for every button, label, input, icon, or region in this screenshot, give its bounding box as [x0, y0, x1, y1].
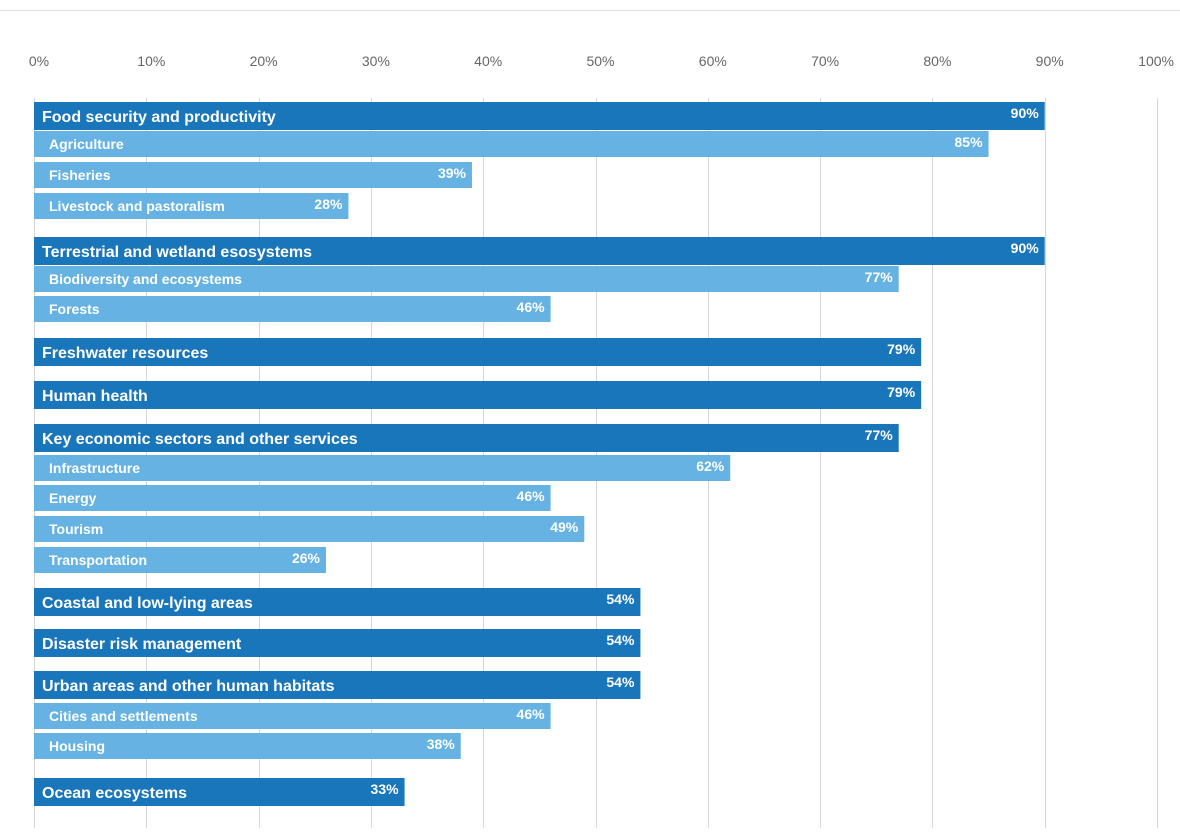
subcategory-bar-group: Energy 46% — [34, 485, 551, 511]
subcategory-bar — [34, 733, 461, 759]
subcategory-bar — [34, 193, 349, 219]
category-bar — [34, 338, 922, 366]
subcategory-bar-group: Transportation 26% — [34, 547, 326, 573]
subcategory-label: Energy — [49, 490, 97, 506]
top-border — [0, 10, 1180, 11]
subcategory-bar — [34, 131, 989, 157]
value-label: 90% — [1011, 240, 1040, 256]
subcategory-bar-group: Infrastructure 62% — [34, 455, 731, 481]
category-label: Coastal and low-lying areas — [42, 595, 253, 612]
x-tick-label: 20% — [250, 53, 278, 69]
x-tick-label: 80% — [923, 53, 951, 69]
x-tick-label: 90% — [1036, 53, 1064, 69]
category-label: Disaster risk management — [42, 636, 242, 653]
subcategory-label: Cities and settlements — [49, 708, 198, 724]
subcategory-bar — [34, 547, 326, 573]
subcategory-bar-group: Livestock and pastoralism 28% — [34, 193, 349, 219]
value-label: 54% — [606, 591, 635, 607]
bars: Food security and productivity 90% Agricul… — [34, 102, 1045, 806]
x-tick-label: 100% — [1138, 53, 1174, 69]
category-bar — [34, 424, 899, 452]
subcategory-bar — [34, 485, 551, 511]
category-label: Urban areas and other human habitats — [42, 678, 335, 695]
subcategory-bar-group: Tourism 49% — [34, 516, 585, 542]
x-tick-label: 30% — [362, 53, 390, 69]
subcategory-label: Housing — [49, 738, 105, 754]
subcategory-bar — [34, 266, 899, 292]
category-label: Human health — [42, 388, 148, 405]
category-label: Food security and productivity — [42, 109, 276, 126]
value-label: 79% — [887, 341, 916, 357]
value-label: 62% — [696, 458, 725, 474]
subcategory-label: Tourism — [49, 521, 103, 537]
subcategory-bar-group: Agriculture 85% — [34, 131, 989, 157]
x-tick-label: 60% — [699, 53, 727, 69]
subcategory-bar — [34, 162, 472, 188]
category-bar-group: Freshwater resources 79% — [34, 338, 922, 366]
category-bar — [34, 237, 1045, 265]
subcategory-bar-group: Biodiversity and ecosystems 77% — [34, 266, 899, 292]
value-label: 38% — [427, 736, 456, 752]
subcategory-label: Infrastructure — [49, 460, 140, 476]
subcategory-label: Fisheries — [49, 167, 111, 183]
category-bar-group: Key economic sectors and other services 7… — [34, 424, 899, 452]
value-label: 33% — [371, 781, 400, 797]
category-bar-group: Terrestrial and wetland esosystems 90% — [34, 237, 1045, 265]
value-label: 54% — [606, 674, 635, 690]
x-tick-label: 0% — [29, 53, 49, 69]
x-axis-ticks: 0% 10% 20% 30% 40% 50% 60% 70% 80% 90% 100% — [29, 53, 1174, 69]
subcategory-label: Transportation — [49, 552, 147, 568]
value-label: 54% — [606, 632, 635, 648]
category-bar — [34, 778, 405, 806]
subcategory-bar — [34, 455, 731, 481]
x-tick-label: 10% — [137, 53, 165, 69]
category-bar-group: Food security and productivity 90% — [34, 102, 1045, 130]
category-label: Freshwater resources — [42, 345, 208, 362]
subcategory-bar — [34, 296, 551, 322]
value-label: 46% — [517, 299, 546, 315]
subcategory-bar-group: Fisheries 39% — [34, 162, 472, 188]
value-label: 85% — [955, 134, 984, 150]
category-label: Key economic sectors and other services — [42, 431, 358, 448]
subcategory-bar-group: Housing 38% — [34, 733, 461, 759]
category-bar — [34, 381, 922, 409]
value-label: 39% — [438, 165, 467, 181]
value-label: 90% — [1011, 105, 1040, 121]
category-bar-group: Human health 79% — [34, 381, 922, 409]
category-label: Terrestrial and wetland esosystems — [42, 244, 312, 261]
category-bar-group: Coastal and low-lying areas 54% — [34, 588, 641, 616]
x-tick-label: 40% — [474, 53, 502, 69]
subcategory-label: Forests — [49, 301, 100, 317]
subcategory-bar — [34, 703, 551, 729]
value-label: 77% — [865, 269, 894, 285]
category-label: Ocean ecosystems — [42, 785, 187, 802]
value-label: 46% — [517, 706, 546, 722]
subcategory-bar — [34, 516, 585, 542]
value-label: 26% — [292, 550, 321, 566]
subcategory-bar-group: Cities and settlements 46% — [34, 703, 551, 729]
category-bar — [34, 102, 1045, 130]
x-tick-label: 50% — [586, 53, 614, 69]
subcategory-label: Livestock and pastoralism — [49, 198, 225, 214]
x-tick-label: 70% — [811, 53, 839, 69]
value-label: 28% — [314, 196, 343, 212]
category-bar — [34, 629, 641, 657]
subcategory-label: Biodiversity and ecosystems — [49, 271, 242, 287]
subcategory-bar-group: Forests 46% — [34, 296, 551, 322]
value-label: 77% — [865, 427, 894, 443]
category-bar — [34, 671, 641, 699]
category-bar — [34, 588, 641, 616]
subcategory-label: Agriculture — [49, 136, 124, 152]
category-bar-group: Ocean ecosystems 33% — [34, 778, 405, 806]
value-label: 49% — [550, 519, 579, 535]
value-label: 79% — [887, 384, 916, 400]
category-bar-group: Urban areas and other human habitats 54% — [34, 671, 641, 699]
category-bar-group: Disaster risk management 54% — [34, 629, 641, 657]
value-label: 46% — [517, 488, 546, 504]
